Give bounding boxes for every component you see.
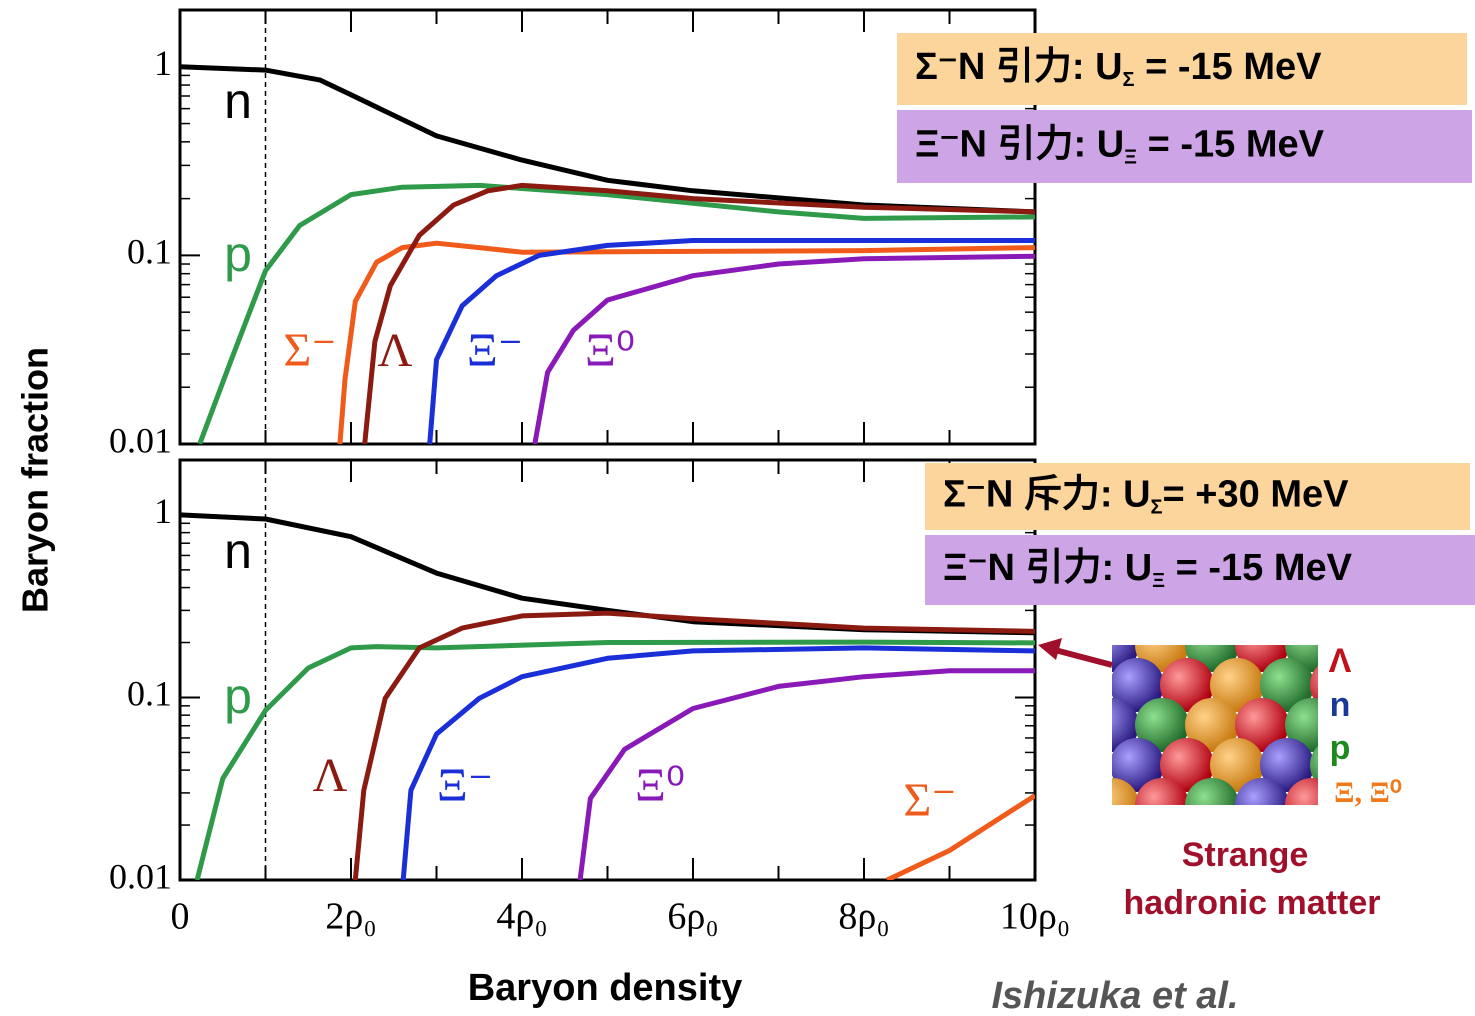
- series-label: Ξ⁻: [467, 324, 523, 377]
- x-axis-label: Baryon density: [468, 967, 743, 1009]
- annotation-text: Σ⁻N 引力: U: [915, 46, 1123, 88]
- credit: Ishizuka et al.: [991, 975, 1238, 1016]
- series-line: [200, 185, 1035, 444]
- y-tick-label: 0.01: [109, 856, 172, 896]
- annotation-tail: = -15 MeV: [1135, 46, 1323, 88]
- inset-label: n: [1330, 686, 1351, 724]
- inset-image: [1085, 618, 1364, 832]
- y-tick-label: 0.1: [127, 232, 172, 272]
- annotation-sub: Σ: [1123, 69, 1135, 91]
- annotation: Ξ⁻N 引力: UΞ = -15 MeV: [915, 124, 1325, 169]
- inset-label: p: [1330, 729, 1351, 767]
- inset-ball: [1185, 778, 1239, 832]
- chart: Baryon fraction Baryon density Ishizuka …: [0, 0, 1475, 1016]
- arrow-head: [1038, 638, 1062, 660]
- arrow: [1055, 650, 1112, 665]
- annotation-text: Ξ⁻N 引力: U: [943, 547, 1152, 589]
- x-tick-label: 6ρ₀: [667, 896, 718, 938]
- series-label: p: [224, 668, 252, 724]
- y-tick-label: 0.01: [109, 420, 172, 460]
- annotation-tail: = -15 MeV: [1137, 124, 1325, 166]
- series-label: Ξ⁰: [635, 759, 685, 812]
- inset-ball: [1285, 778, 1339, 832]
- inset-caption: hadronic matter: [1124, 884, 1381, 922]
- annotation-tail: = -15 MeV: [1165, 547, 1353, 589]
- x-tick-label: 8ρ₀: [838, 896, 889, 938]
- annotation-sub: Ξ: [1124, 147, 1137, 169]
- series-label: Σ⁻: [283, 324, 336, 377]
- y-tick-label: 0.1: [127, 674, 172, 714]
- annotation: Ξ⁻N 引力: UΞ = -15 MeV: [943, 547, 1353, 592]
- series-label: Λ: [313, 749, 348, 802]
- inset-caption: Strange: [1182, 836, 1309, 874]
- series-label: Ξ⁰: [585, 324, 635, 377]
- annotation-sub: Σ: [1151, 497, 1163, 519]
- y-tick-label: 1: [154, 491, 172, 531]
- series-label: Λ: [378, 324, 413, 377]
- series-label: n: [224, 73, 252, 129]
- inset-ball: [1085, 778, 1139, 832]
- x-tick-label: 10ρ₀: [1000, 896, 1070, 938]
- series-label: Ξ⁻: [437, 759, 493, 812]
- annotation-sub: Ξ: [1152, 570, 1165, 592]
- series-line: [403, 648, 1035, 880]
- inset-ball: [1235, 778, 1289, 832]
- annotation-text: Ξ⁻N 引力: U: [915, 124, 1124, 166]
- series-label: Σ⁻: [903, 774, 956, 827]
- series-line: [365, 185, 1035, 444]
- x-tick-label: 4ρ₀: [496, 896, 547, 938]
- annotation: Σ⁻N 引力: UΣ = -15 MeV: [915, 46, 1322, 91]
- inset-label: Ξ, Ξ⁰: [1334, 776, 1402, 809]
- y-tick-label: 1: [154, 43, 172, 83]
- annotation: Σ⁻N 斥力: UΣ= +30 MeV: [943, 474, 1349, 519]
- x-tick-label: 0: [171, 896, 190, 938]
- series-label: n: [224, 523, 252, 579]
- y-axis-label: Baryon fraction: [15, 347, 56, 613]
- annotation-tail: = +30 MeV: [1163, 474, 1350, 516]
- x-tick-label: 2ρ₀: [325, 896, 376, 938]
- inset-label: Λ: [1329, 642, 1352, 680]
- series-label: p: [224, 226, 252, 282]
- annotation-text: Σ⁻N 斥力: U: [943, 474, 1151, 516]
- inset-ball: [1135, 778, 1189, 832]
